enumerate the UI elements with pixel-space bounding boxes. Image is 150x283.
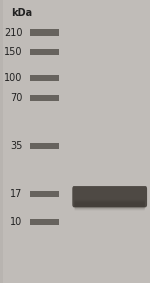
FancyBboxPatch shape bbox=[75, 201, 145, 209]
Text: 70: 70 bbox=[10, 93, 22, 103]
FancyBboxPatch shape bbox=[30, 29, 59, 36]
FancyBboxPatch shape bbox=[30, 219, 59, 225]
FancyBboxPatch shape bbox=[3, 0, 150, 283]
Text: kDa: kDa bbox=[11, 8, 32, 18]
FancyBboxPatch shape bbox=[30, 95, 59, 101]
FancyBboxPatch shape bbox=[30, 143, 59, 149]
Text: 210: 210 bbox=[4, 27, 22, 38]
Text: 10: 10 bbox=[10, 217, 22, 227]
FancyBboxPatch shape bbox=[30, 191, 59, 197]
Text: 100: 100 bbox=[4, 73, 22, 83]
FancyBboxPatch shape bbox=[75, 202, 145, 210]
Text: 150: 150 bbox=[4, 47, 22, 57]
FancyBboxPatch shape bbox=[30, 49, 59, 55]
Text: 35: 35 bbox=[10, 141, 22, 151]
FancyBboxPatch shape bbox=[72, 186, 147, 207]
Text: 17: 17 bbox=[10, 189, 22, 199]
FancyBboxPatch shape bbox=[30, 75, 59, 81]
FancyBboxPatch shape bbox=[75, 200, 145, 207]
FancyBboxPatch shape bbox=[75, 201, 145, 208]
